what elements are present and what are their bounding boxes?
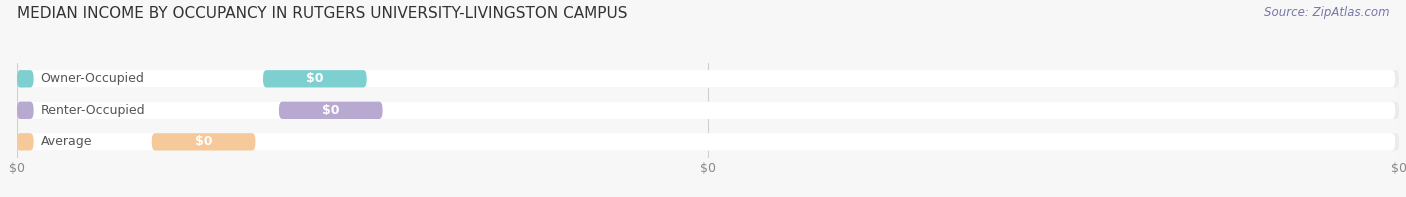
FancyBboxPatch shape [17,133,34,151]
Text: $0: $0 [307,72,323,85]
FancyBboxPatch shape [17,70,1399,87]
FancyBboxPatch shape [278,102,382,119]
FancyBboxPatch shape [17,70,34,87]
FancyBboxPatch shape [21,70,1395,87]
Text: MEDIAN INCOME BY OCCUPANCY IN RUTGERS UNIVERSITY-LIVINGSTON CAMPUS: MEDIAN INCOME BY OCCUPANCY IN RUTGERS UN… [17,6,627,21]
FancyBboxPatch shape [263,70,367,87]
FancyBboxPatch shape [17,102,1399,119]
Text: $0: $0 [322,104,339,117]
Text: Renter-Occupied: Renter-Occupied [41,104,145,117]
FancyBboxPatch shape [21,133,1395,151]
Text: Source: ZipAtlas.com: Source: ZipAtlas.com [1264,6,1389,19]
FancyBboxPatch shape [17,102,34,119]
Text: Average: Average [41,135,91,148]
FancyBboxPatch shape [21,102,1395,119]
Text: Owner-Occupied: Owner-Occupied [41,72,145,85]
FancyBboxPatch shape [17,133,1399,151]
FancyBboxPatch shape [152,133,256,151]
Text: $0: $0 [195,135,212,148]
